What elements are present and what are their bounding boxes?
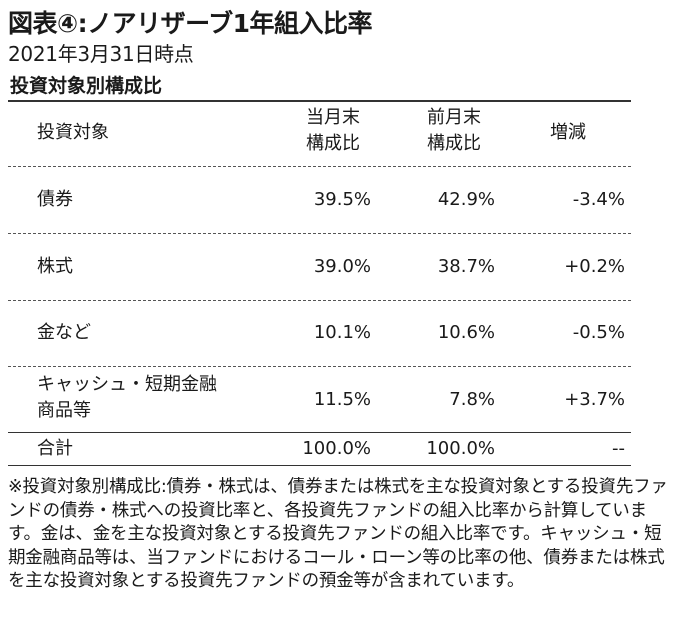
- header-asset: 投資対象: [37, 122, 109, 143]
- header-current-line2: 構成比: [306, 133, 360, 154]
- row-current-bonds: 39.5%: [313, 189, 371, 210]
- row-asset-gold: 金など: [37, 322, 91, 343]
- row-divider: [8, 300, 631, 301]
- row-previous-gold: 10.6%: [437, 322, 495, 343]
- row-previous-stocks: 38.7%: [437, 256, 495, 277]
- table-bottom-rule: [8, 465, 631, 466]
- row-asset-stocks: 株式: [37, 256, 73, 277]
- row-asset-cash-line2: 商品等: [37, 400, 91, 421]
- row-divider: [8, 233, 631, 234]
- header-previous-line2: 構成比: [427, 133, 481, 154]
- row-divider: [8, 366, 631, 367]
- total-label: 合計: [37, 438, 73, 459]
- total-current: 100.0%: [302, 438, 371, 459]
- header-previous: 前月末 構成比: [427, 105, 481, 157]
- total-rule: [8, 432, 631, 433]
- section-title: 投資対象別構成比: [10, 75, 163, 97]
- page-title: 図表④:ノアリザーブ1年組入比率: [8, 9, 373, 38]
- row-change-gold: -0.5%: [572, 322, 625, 343]
- footnote: ※投資対象別構成比:債券・株式は、債券または株式を主な投資対象とする投資先ファン…: [8, 477, 668, 591]
- row-current-cash: 11.5%: [313, 389, 371, 410]
- table-top-rule: [8, 100, 631, 102]
- row-change-stocks: +0.2%: [564, 256, 625, 277]
- row-previous-bonds: 42.9%: [437, 189, 495, 210]
- row-current-gold: 10.1%: [313, 322, 371, 343]
- row-asset-cash-line1: キャッシュ・短期金融: [37, 374, 217, 395]
- header-current-line1: 当月末: [306, 107, 360, 128]
- header-current: 当月末 構成比: [306, 105, 360, 157]
- header-change: 増減: [550, 122, 586, 143]
- row-current-stocks: 39.0%: [313, 256, 371, 277]
- row-change-bonds: -3.4%: [572, 189, 625, 210]
- total-previous: 100.0%: [426, 438, 495, 459]
- row-change-cash: +3.7%: [564, 389, 625, 410]
- as-of-date: 2021年3月31日時点: [8, 42, 194, 66]
- header-previous-line1: 前月末: [427, 107, 481, 128]
- row-previous-cash: 7.8%: [449, 389, 495, 410]
- row-divider: [8, 166, 631, 167]
- row-asset-bonds: 債券: [37, 189, 73, 210]
- row-asset-cash: キャッシュ・短期金融 商品等: [37, 372, 217, 424]
- total-change: --: [612, 438, 625, 459]
